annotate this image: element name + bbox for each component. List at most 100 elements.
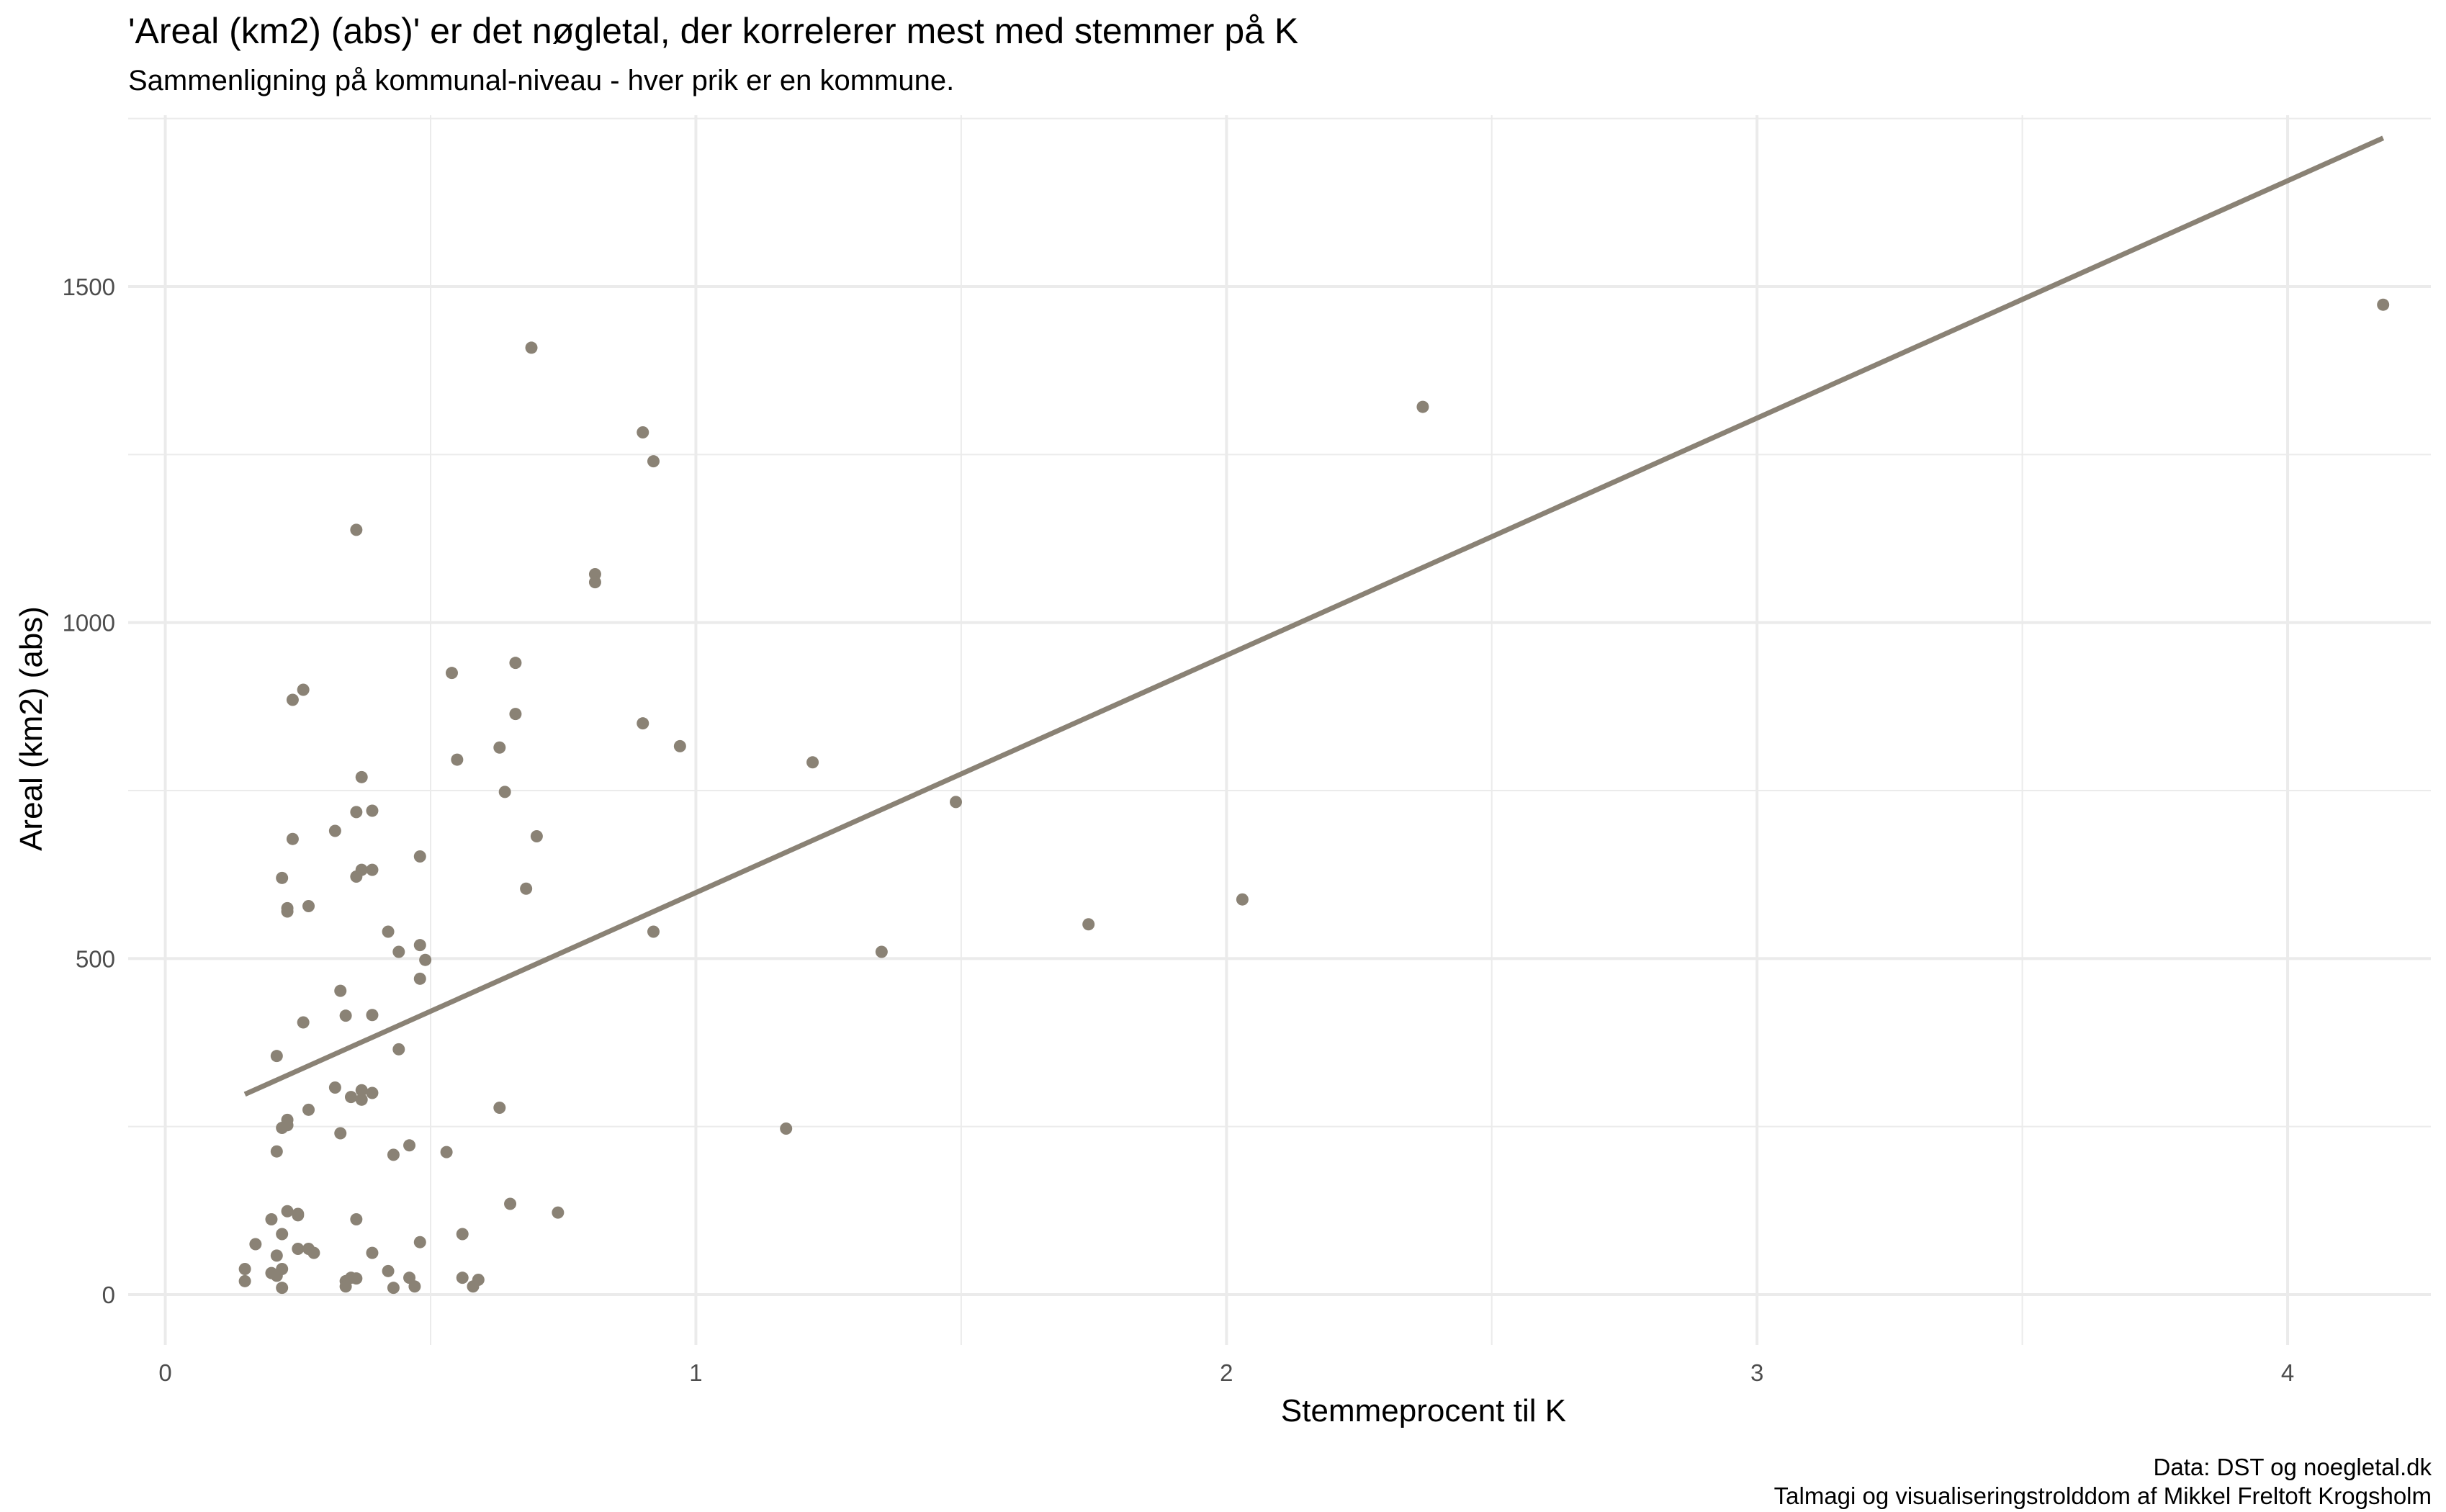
data-point [339, 1009, 352, 1022]
y-tick-label: 1000 [63, 610, 115, 636]
x-tick-label: 4 [2281, 1359, 2294, 1386]
data-point [328, 824, 341, 837]
x-axis-title: Stemmeprocent til K [1281, 1393, 1566, 1428]
data-point [509, 708, 522, 721]
data-point [276, 1228, 289, 1241]
data-point [419, 953, 432, 966]
data-point [350, 523, 363, 536]
data-point [509, 657, 522, 670]
x-tick-label: 2 [1220, 1359, 1233, 1386]
data-point [350, 1272, 363, 1285]
data-point [472, 1273, 485, 1286]
data-point [292, 1243, 305, 1256]
data-point [350, 806, 363, 819]
data-point [281, 1113, 294, 1126]
x-tick-label: 1 [689, 1359, 702, 1386]
data-point [392, 945, 405, 958]
x-tick-label: 3 [1750, 1359, 1763, 1386]
data-point [276, 1263, 289, 1276]
data-point [238, 1274, 251, 1287]
y-axis-title: Areal (km2) (abs) [14, 606, 49, 851]
trend-line-group [243, 135, 2385, 1097]
data-point [780, 1122, 793, 1135]
data-point [413, 972, 426, 985]
data-point [307, 1246, 320, 1259]
data-point [302, 900, 315, 913]
data-point [366, 1009, 379, 1022]
x-tick-labels: 0 1 2 3 4 [158, 1359, 2294, 1386]
data-point [366, 1246, 379, 1259]
data-point [413, 939, 426, 952]
data-point [265, 1212, 278, 1225]
chart-subtitle: Sammenligning på kommunal-niveau - hver … [128, 65, 955, 96]
data-point [440, 1146, 453, 1158]
data-point [387, 1282, 400, 1295]
data-point [2377, 298, 2390, 311]
data-point [350, 1212, 363, 1225]
data-point [238, 1263, 251, 1276]
data-point [445, 667, 458, 680]
data-point [302, 1103, 315, 1116]
data-point [673, 739, 686, 752]
major-gridlines [128, 115, 2431, 1345]
data-point [392, 1043, 405, 1056]
data-point [286, 693, 299, 706]
data-point [647, 925, 660, 938]
y-tick-label: 0 [102, 1282, 115, 1308]
data-point [334, 984, 347, 997]
data-point [456, 1272, 469, 1284]
x-tick-label: 0 [158, 1359, 171, 1386]
data-point [366, 1086, 379, 1099]
data-point [588, 576, 601, 589]
data-point [276, 871, 289, 884]
data-point [875, 945, 888, 958]
data-point [1082, 918, 1095, 931]
data-point [1236, 893, 1249, 906]
data-point [328, 1081, 341, 1094]
data-point [520, 882, 533, 895]
data-point [297, 1016, 310, 1029]
data-point [281, 905, 294, 918]
data-point [270, 1050, 283, 1063]
data-point [270, 1145, 283, 1158]
data-point [382, 925, 395, 938]
data-point [498, 786, 511, 798]
data-point [493, 1102, 506, 1115]
data-point [403, 1139, 416, 1152]
chart-title: 'Areal (km2) (abs)' er det nøgletal, der… [128, 11, 1299, 51]
data-point [249, 1238, 262, 1251]
caption-credit: Talmagi og visualiseringstrolddom af Mik… [1773, 1482, 2432, 1509]
data-point [292, 1209, 305, 1222]
data-point [413, 1236, 426, 1248]
data-point [366, 863, 379, 876]
data-point [281, 1205, 294, 1218]
trend-line [243, 135, 2385, 1097]
data-point [950, 796, 963, 809]
data-point [270, 1249, 283, 1262]
data-point [366, 804, 379, 817]
data-point [276, 1282, 289, 1295]
data-point [637, 426, 649, 439]
data-point [355, 863, 368, 876]
scatter-chart: 0 1 2 3 4 0 500 1000 1500 Stemmeprocent til K A… [14, 115, 2431, 1428]
data-point [647, 455, 660, 468]
data-point [408, 1280, 421, 1293]
caption-data-source: Data: DST og noegletal.dk [2153, 1454, 2432, 1480]
data-point [286, 832, 299, 845]
y-tick-label: 500 [76, 945, 115, 972]
data-point [504, 1197, 517, 1210]
data-point [451, 753, 464, 766]
y-tick-label: 1500 [63, 274, 115, 300]
data-point [382, 1264, 395, 1277]
data-points [238, 298, 2390, 1295]
data-point [355, 770, 368, 783]
data-point [493, 741, 506, 754]
data-point [355, 1084, 368, 1097]
data-point [806, 756, 819, 769]
data-point [456, 1228, 469, 1241]
data-point [552, 1206, 565, 1219]
data-point [637, 717, 649, 730]
data-point [413, 850, 426, 863]
minor-gridlines [128, 115, 2431, 1345]
data-point [387, 1148, 400, 1161]
